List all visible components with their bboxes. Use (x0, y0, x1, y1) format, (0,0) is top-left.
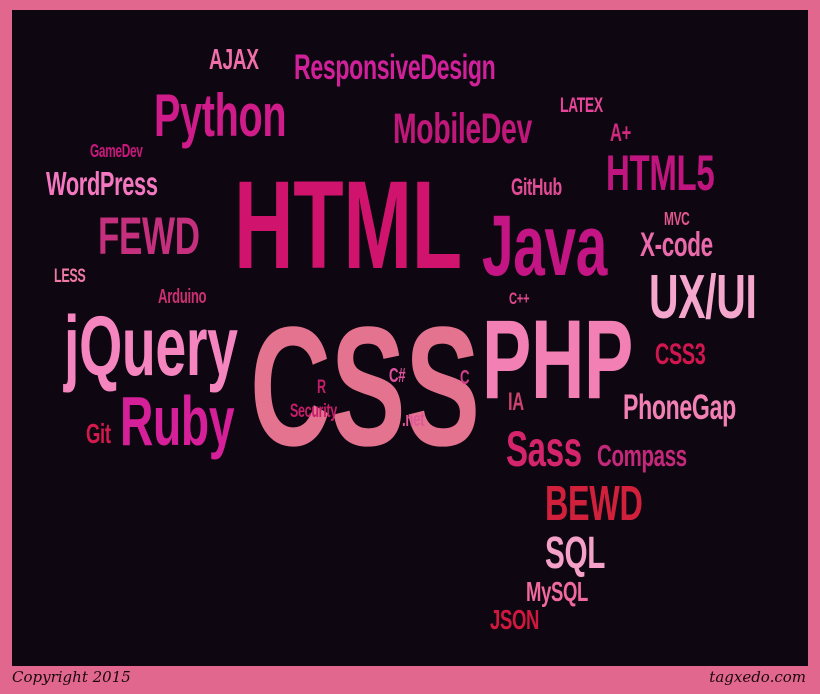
word-html5: HTML5 (606, 145, 715, 201)
copyright-text: Copyright 2015 (12, 668, 131, 686)
word-python: Python (154, 82, 287, 149)
word-xcode: X-code (640, 226, 713, 264)
word-dotnet: .net (402, 409, 425, 431)
word-sql: SQL (545, 527, 606, 578)
word-latex: LATEX (560, 94, 603, 117)
word-mysql: MySQL (526, 576, 589, 607)
word-github: GitHub (511, 174, 562, 201)
word-aplus: A+ (610, 119, 631, 147)
word-ruby: Ruby (120, 382, 235, 460)
word-csharp: C# (389, 365, 406, 387)
word-php: PHP (482, 297, 634, 422)
word-css: CSS (250, 292, 480, 482)
word-gamedev: GameDev (90, 141, 143, 161)
word-ajax: AJAX (209, 44, 259, 76)
word-mvc: MVC (664, 209, 690, 229)
word-json: JSON (490, 604, 540, 635)
word-cpp: C++ (509, 289, 530, 308)
word-arduino: Arduino (158, 286, 207, 308)
site-credit: tagxedo.com (709, 668, 806, 686)
word-cloud: AJAX ResponsiveDesign Python MobileDev L… (12, 10, 808, 666)
word-uxui: UX/UI (649, 263, 757, 332)
word-less: LESS (54, 266, 86, 287)
word-responsivedesign: ResponsiveDesign (294, 48, 496, 87)
word-mobiledev: MobileDev (393, 105, 532, 153)
word-sass: Sass (506, 421, 582, 477)
word-compass: Compass (597, 438, 687, 473)
word-git: Git (86, 418, 111, 449)
word-r: R (317, 377, 326, 398)
word-c: C (460, 367, 470, 389)
word-bewd: BEWD (545, 477, 643, 531)
word-phonegap: PhoneGap (623, 388, 736, 427)
word-fewd: FEWD (98, 207, 200, 266)
word-ia: IA (508, 388, 524, 416)
word-html: HTML (234, 156, 462, 295)
word-jquery: jQuery (64, 299, 238, 393)
word-java: Java (482, 198, 607, 294)
word-wordpress: WordPress (46, 165, 158, 202)
word-css3: CSS3 (655, 338, 706, 371)
word-security: Security (290, 401, 337, 422)
